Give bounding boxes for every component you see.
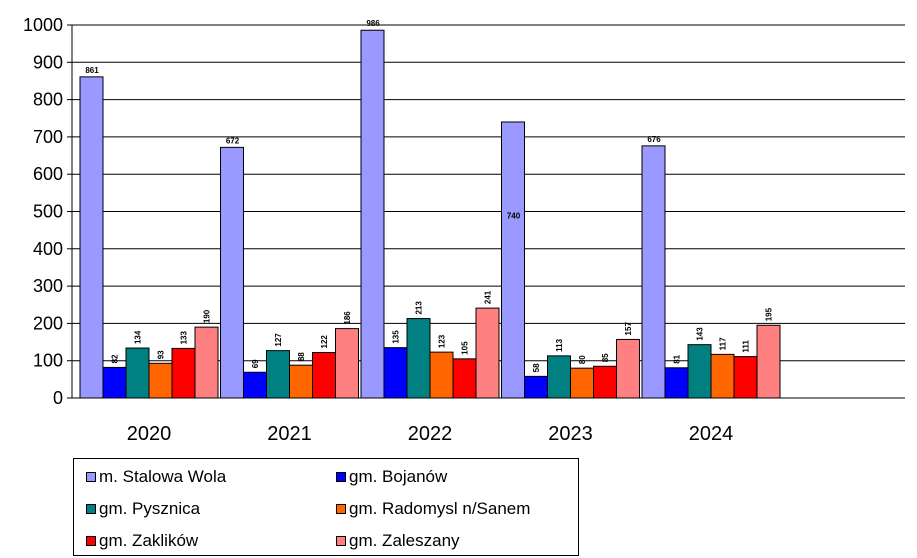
bar — [125, 347, 150, 399]
y-tick-label: 1000 — [23, 15, 63, 35]
bar — [733, 356, 758, 399]
legend-label: gm. Pysznica — [99, 499, 201, 518]
bar — [616, 338, 640, 399]
y-tick-label: 0 — [53, 388, 63, 408]
bar — [406, 318, 431, 399]
bar — [360, 29, 385, 399]
bar — [102, 366, 127, 399]
data-label: 986 — [366, 19, 380, 28]
data-label: 676 — [647, 135, 661, 144]
data-label: 157 — [624, 322, 633, 336]
legend-swatch — [336, 536, 346, 546]
legend-item-pysznica: gm. Pysznica — [86, 499, 200, 519]
bar — [312, 351, 336, 399]
y-tick-label: 900 — [33, 52, 63, 72]
x-tick-label: 2021 — [267, 423, 312, 445]
bar — [429, 351, 454, 399]
y-tick-label: 500 — [33, 202, 63, 222]
legend-item-zaklikow: gm. Zaklików — [86, 531, 198, 551]
bar — [664, 367, 689, 399]
bar — [335, 328, 359, 399]
bar — [220, 146, 244, 399]
bar — [524, 375, 548, 399]
bar — [289, 364, 313, 399]
data-label: 80 — [578, 355, 587, 364]
legend-label: gm. Bojanów — [349, 467, 448, 486]
chart-legend: m. Stalowa Wola gm. Bojanów gm. Pysznica… — [73, 458, 579, 556]
data-label: 113 — [555, 338, 564, 351]
legend-item-bojanow: gm. Bojanów — [336, 467, 447, 487]
data-label: 127 — [274, 333, 283, 347]
data-label: 93 — [157, 350, 166, 359]
bar — [148, 362, 173, 399]
bar — [194, 326, 219, 399]
legend-swatch — [336, 472, 346, 482]
data-label: 740 — [507, 212, 521, 221]
y-tick-label: 400 — [33, 239, 63, 259]
data-label: 133 — [180, 330, 189, 344]
legend-item-radomysl: gm. Radomysl n/Sanem — [336, 499, 530, 519]
data-label: 88 — [297, 352, 306, 361]
y-tick-label: 700 — [33, 127, 63, 147]
legend-label: gm. Radomysl n/Sanem — [349, 499, 531, 518]
data-label: 241 — [484, 290, 493, 304]
y-tick-label: 100 — [33, 351, 63, 371]
legend-swatch — [86, 472, 96, 482]
data-label: 672 — [226, 136, 240, 145]
bar — [243, 371, 267, 399]
data-label: 111 — [742, 340, 751, 353]
x-tick-label: 2022 — [408, 423, 453, 445]
legend-swatch — [86, 536, 96, 546]
y-tick-label: 200 — [33, 313, 63, 333]
data-label: 213 — [415, 301, 424, 315]
bar — [641, 145, 666, 399]
data-label: 85 — [601, 353, 610, 362]
data-label: 190 — [203, 309, 212, 323]
data-label: 58 — [532, 363, 541, 372]
data-label: 69 — [251, 359, 260, 368]
bar — [171, 347, 196, 399]
data-label: 143 — [696, 327, 705, 341]
bar — [79, 76, 104, 399]
bar — [593, 365, 617, 399]
data-label: 123 — [438, 334, 447, 348]
data-label: 186 — [343, 311, 352, 325]
y-tick-label: 300 — [33, 276, 63, 296]
legend-label: m. Stalowa Wola — [99, 467, 227, 486]
data-label: 117 — [719, 337, 728, 350]
bar — [383, 347, 408, 399]
x-tick-label: 2024 — [689, 423, 734, 445]
legend-item-zaleszany: gm. Zaleszany — [336, 531, 460, 551]
data-label: 82 — [111, 354, 120, 363]
legend-swatch — [86, 504, 96, 514]
data-label: 861 — [85, 66, 99, 75]
x-tick-label: 2023 — [548, 423, 593, 445]
bar — [547, 355, 571, 399]
bar — [475, 307, 500, 399]
data-label: 195 — [765, 307, 774, 321]
data-label: 81 — [673, 354, 682, 363]
data-label: 122 — [320, 335, 329, 349]
data-label: 134 — [134, 330, 143, 344]
data-label: 105 — [461, 341, 470, 355]
y-tick-label: 800 — [33, 90, 63, 110]
bar — [756, 324, 781, 399]
legend-label: gm. Zaklików — [99, 531, 199, 550]
legend-item-stalowa-wola: m. Stalowa Wola — [86, 467, 226, 487]
data-label: 135 — [392, 330, 401, 344]
bar — [266, 350, 290, 399]
legend-label: gm. Zaleszany — [349, 531, 460, 550]
y-tick-label: 600 — [33, 164, 63, 184]
bar — [710, 353, 735, 399]
x-tick-label: 2020 — [127, 423, 172, 445]
bar — [570, 367, 594, 399]
bar — [687, 344, 712, 399]
bar — [501, 121, 525, 399]
legend-swatch — [336, 504, 346, 514]
bar — [452, 358, 477, 399]
bar-chart: 0 100 200 300 400 500 600 700 800 900 1000 861 82 134… — [23, 15, 905, 445]
